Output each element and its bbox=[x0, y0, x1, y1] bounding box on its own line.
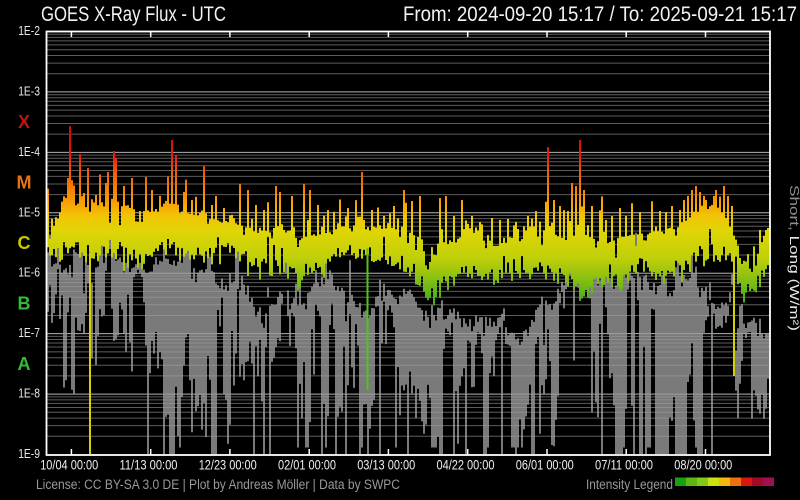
svg-text:M: M bbox=[17, 173, 32, 193]
svg-text:GOES X-Ray Flux - UTC: GOES X-Ray Flux - UTC bbox=[41, 3, 226, 26]
svg-text:04/22 00:00: 04/22 00:00 bbox=[437, 457, 495, 473]
svg-text:X: X bbox=[18, 112, 30, 132]
svg-text:Short, Long (W/m²): Short, Long (W/m²) bbox=[787, 185, 800, 331]
svg-text:11/13 00:00: 11/13 00:00 bbox=[120, 457, 178, 473]
svg-text:B: B bbox=[18, 293, 31, 313]
svg-text:License: CC BY-SA 3.0 DE | Plo: License: CC BY-SA 3.0 DE | Plot by Andre… bbox=[36, 477, 400, 492]
svg-text:From: 2024-09-20 15:17 / To:: From: 2024-09-20 15:17 / To: 2025-09-21 … bbox=[403, 3, 797, 26]
svg-text:1E-3: 1E-3 bbox=[18, 84, 40, 98]
svg-text:1E-8: 1E-8 bbox=[18, 387, 40, 401]
svg-text:A: A bbox=[18, 354, 31, 374]
svg-text:08/20 00:00: 08/20 00:00 bbox=[674, 457, 732, 473]
svg-text:10/04 00:00: 10/04 00:00 bbox=[40, 457, 98, 473]
svg-text:07/11 00:00: 07/11 00:00 bbox=[595, 457, 653, 473]
svg-text:1E-4: 1E-4 bbox=[18, 145, 40, 159]
svg-text:06/01 00:00: 06/01 00:00 bbox=[516, 457, 574, 473]
svg-text:12/23 00:00: 12/23 00:00 bbox=[199, 457, 257, 473]
svg-text:1E-5: 1E-5 bbox=[18, 205, 40, 219]
svg-text:02/01 00:00: 02/01 00:00 bbox=[278, 457, 336, 473]
svg-text:03/13 00:00: 03/13 00:00 bbox=[357, 457, 415, 473]
svg-text:1E-7: 1E-7 bbox=[18, 326, 40, 340]
svg-text:1E-9: 1E-9 bbox=[18, 447, 40, 461]
svg-text:C: C bbox=[18, 233, 31, 253]
svg-text:1E-6: 1E-6 bbox=[18, 266, 40, 280]
svg-text:Intensity Legend: Intensity Legend bbox=[586, 477, 673, 492]
svg-text:1E-2: 1E-2 bbox=[18, 24, 40, 38]
